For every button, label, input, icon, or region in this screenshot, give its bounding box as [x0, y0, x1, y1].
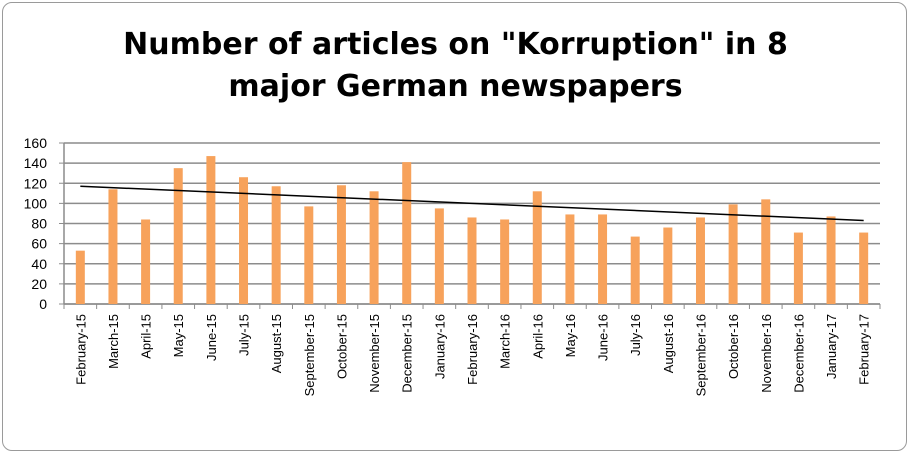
y-tick-label: 80 — [31, 216, 47, 232]
x-tick-label: December-16 — [791, 314, 806, 393]
bar — [336, 185, 346, 304]
x-tick-label: June-16 — [596, 314, 611, 361]
bar — [75, 250, 85, 304]
bar — [108, 189, 118, 304]
x-tick-label: April-15 — [139, 314, 154, 359]
bar — [826, 216, 836, 304]
y-tick-label: 60 — [31, 236, 47, 252]
bar — [761, 199, 771, 304]
bar — [793, 232, 803, 304]
bar — [239, 177, 249, 304]
y-tick-label: 120 — [24, 175, 48, 191]
x-tick-label: February-15 — [73, 314, 88, 385]
x-tick-label: December-15 — [400, 314, 415, 393]
bar — [565, 214, 575, 304]
x-tick-label: November-16 — [759, 314, 774, 393]
bar — [500, 219, 510, 304]
x-tick-label: May-16 — [563, 314, 578, 357]
y-tick-label: 160 — [24, 135, 48, 151]
bar — [728, 204, 738, 304]
x-tick-label: May-15 — [171, 314, 186, 357]
x-tick-label: September-15 — [302, 314, 317, 396]
bar — [467, 217, 477, 304]
x-tick-label: April-16 — [530, 314, 545, 359]
x-tick-label: January-17 — [824, 314, 839, 379]
y-tick-label: 140 — [24, 155, 48, 171]
x-tick-label: November-15 — [367, 314, 382, 393]
x-tick-label: October-15 — [334, 314, 349, 379]
bar — [859, 232, 869, 304]
x-tick-label: February-17 — [857, 314, 872, 385]
bar — [402, 162, 412, 304]
y-tick-label: 0 — [39, 296, 47, 312]
x-tick-label: February-16 — [465, 314, 480, 385]
bar — [271, 186, 281, 304]
bar — [598, 214, 608, 304]
bar — [630, 236, 640, 304]
bar — [206, 156, 216, 304]
bar — [173, 168, 183, 304]
x-tick-label: October-16 — [726, 314, 741, 379]
x-tick-label: August-15 — [269, 314, 284, 373]
x-tick-label: March-16 — [498, 314, 513, 369]
bar — [369, 191, 379, 304]
y-tick-label: 100 — [24, 195, 48, 211]
bar — [695, 217, 705, 304]
x-tick-label: August-16 — [661, 314, 676, 373]
bar — [141, 219, 151, 304]
trendline — [80, 185, 864, 222]
x-tick-label: March-15 — [106, 314, 121, 369]
chart-title-line1: Number of articles on "Korruption" in 8 — [123, 27, 788, 62]
chart-title-line2: major German newspapers — [228, 69, 683, 104]
x-tick-label: July-15 — [237, 314, 252, 356]
x-tick-label: June-15 — [204, 314, 219, 361]
x-tick-label: January-16 — [432, 314, 447, 379]
x-tick-label: July-16 — [628, 314, 643, 356]
x-tick-label: September-16 — [693, 314, 708, 396]
bar — [304, 206, 314, 304]
chart-title: Number of articles on "Korruption" in 8 … — [0, 24, 911, 108]
y-tick-label: 20 — [31, 276, 47, 292]
y-tick-label: 40 — [31, 256, 47, 272]
bar — [532, 191, 542, 304]
bar — [663, 227, 673, 304]
bar — [434, 208, 444, 304]
